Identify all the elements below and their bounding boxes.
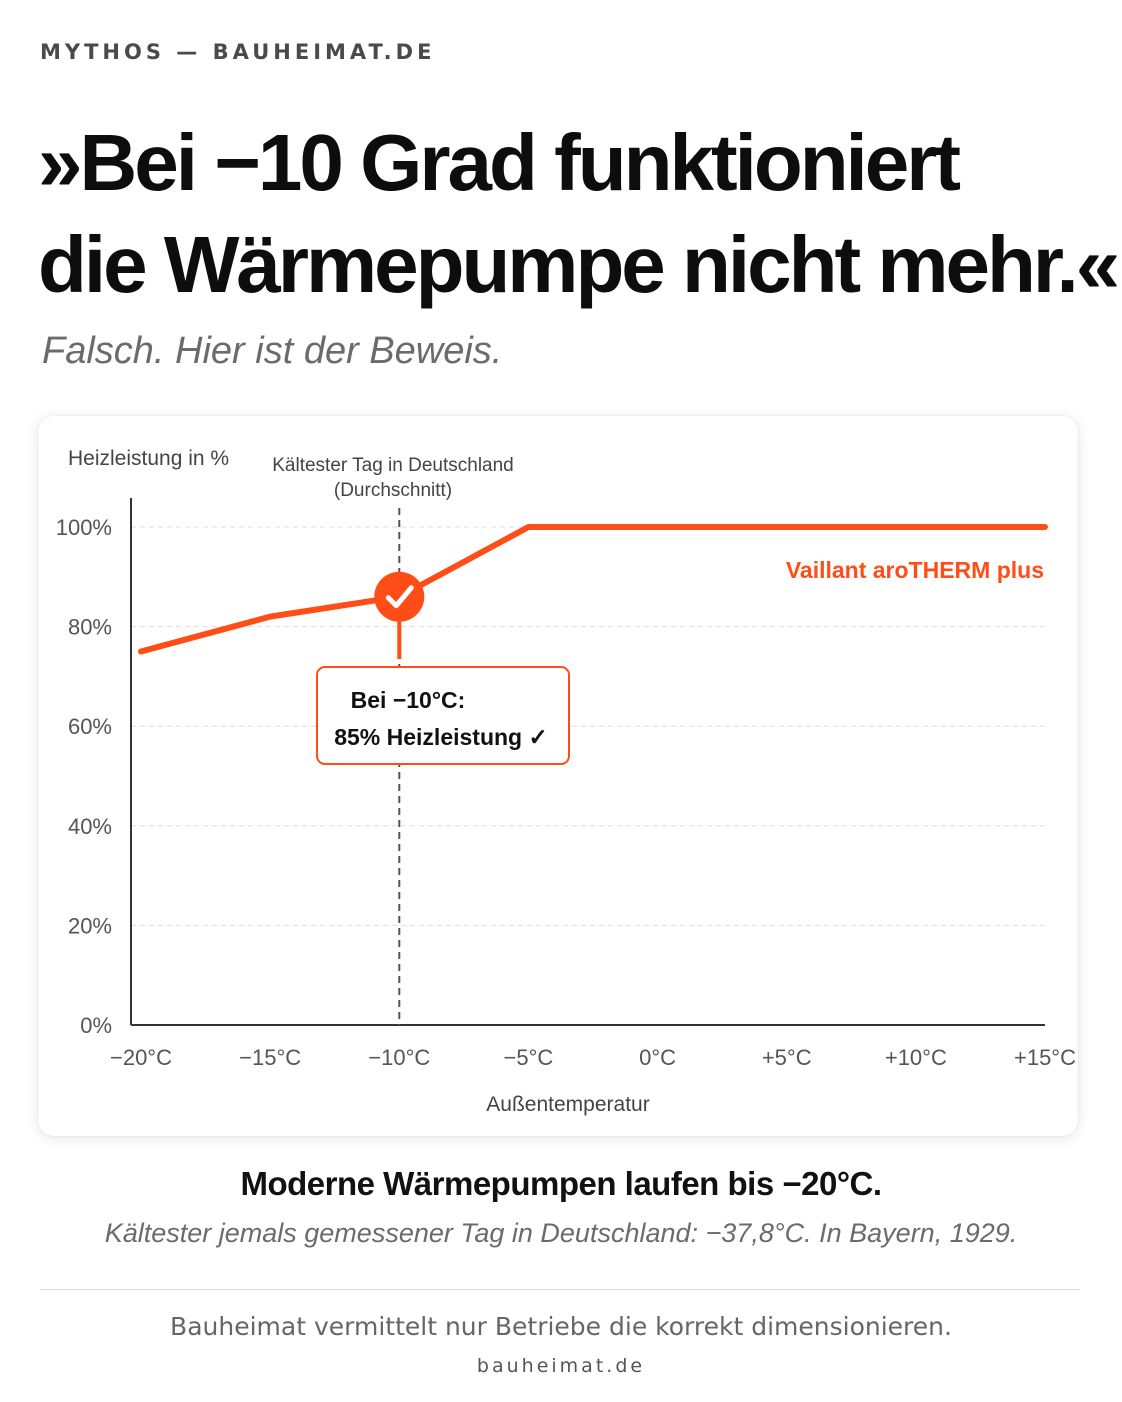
footer-url: bauheimat.de bbox=[476, 1355, 646, 1377]
subheadline: Falsch. Hier ist der Beweis. bbox=[42, 330, 503, 372]
series-label: Vaillant aroTHERM plus bbox=[786, 557, 1044, 583]
fact-note: Kältester jemals gemessener Tag in Deuts… bbox=[104, 1218, 1018, 1248]
y-tick-label: 20% bbox=[68, 913, 112, 938]
heat-output-chart: 100% 80% 60% 40% 20% 0% −20°C −15°C −10°C −5°C 0°C… bbox=[56, 447, 1076, 1116]
y-tick-label: 60% bbox=[68, 714, 112, 739]
kicker: MYTHOS — BAUHEIMAT.DE bbox=[40, 40, 436, 64]
axes bbox=[130, 498, 1045, 1026]
x-tick-label: −15°C bbox=[239, 1045, 301, 1070]
series-line bbox=[138, 524, 1048, 655]
callout-line-2: 85% Heizleistung ✓ bbox=[334, 724, 548, 750]
check-icon bbox=[385, 585, 414, 609]
footer-note: Bauheimat vermittelt nur Betriebe die ko… bbox=[170, 1312, 952, 1341]
callout-box bbox=[316, 666, 570, 765]
grid-lines bbox=[131, 526, 1045, 926]
headline-line-2: die Wärmepumpe nicht mehr.« bbox=[38, 220, 1120, 309]
divider bbox=[40, 1289, 1080, 1290]
x-tick-label: −5°C bbox=[504, 1045, 554, 1070]
conclusion: Moderne Wärmepumpen laufen bis −20°C. bbox=[240, 1165, 882, 1202]
chart-labels: 100% 80% 60% 40% 20% 0% −20°C −15°C −10°C −5°C 0°C… bbox=[56, 447, 1076, 1116]
reference-label-line-1: Kältester Tag in Deutschland bbox=[272, 455, 514, 476]
y-tick-label: 100% bbox=[56, 515, 112, 540]
y-tick-label: 40% bbox=[68, 814, 112, 839]
y-tick-label: 80% bbox=[68, 615, 112, 640]
x-tick-label: +10°C bbox=[885, 1045, 947, 1070]
series-group bbox=[138, 524, 1048, 765]
x-tick-label: −20°C bbox=[110, 1045, 172, 1070]
x-tick-label: +5°C bbox=[762, 1045, 812, 1070]
x-tick-label: +15°C bbox=[1014, 1045, 1076, 1070]
headline: »Bei −10 Grad funktioniert die Wärmepump… bbox=[38, 112, 1120, 316]
headline-line-1: »Bei −10 Grad funktioniert bbox=[38, 118, 961, 207]
x-tick-label: −10°C bbox=[368, 1045, 430, 1070]
marker-circle bbox=[374, 571, 425, 622]
chart-card: 100% 80% 60% 40% 20% 0% −20°C −15°C −10°C −5°C 0°C… bbox=[38, 416, 1078, 1136]
y-tick-label: 0% bbox=[80, 1013, 112, 1038]
y-axis-title: Heizleistung in % bbox=[68, 447, 229, 470]
reference-label-line-2: (Durchschnitt) bbox=[334, 480, 452, 501]
x-axis-title: Außentemperatur bbox=[486, 1093, 649, 1116]
callout-line-1: Bei −10°C: bbox=[351, 687, 466, 713]
x-tick-label: 0°C bbox=[639, 1045, 676, 1070]
